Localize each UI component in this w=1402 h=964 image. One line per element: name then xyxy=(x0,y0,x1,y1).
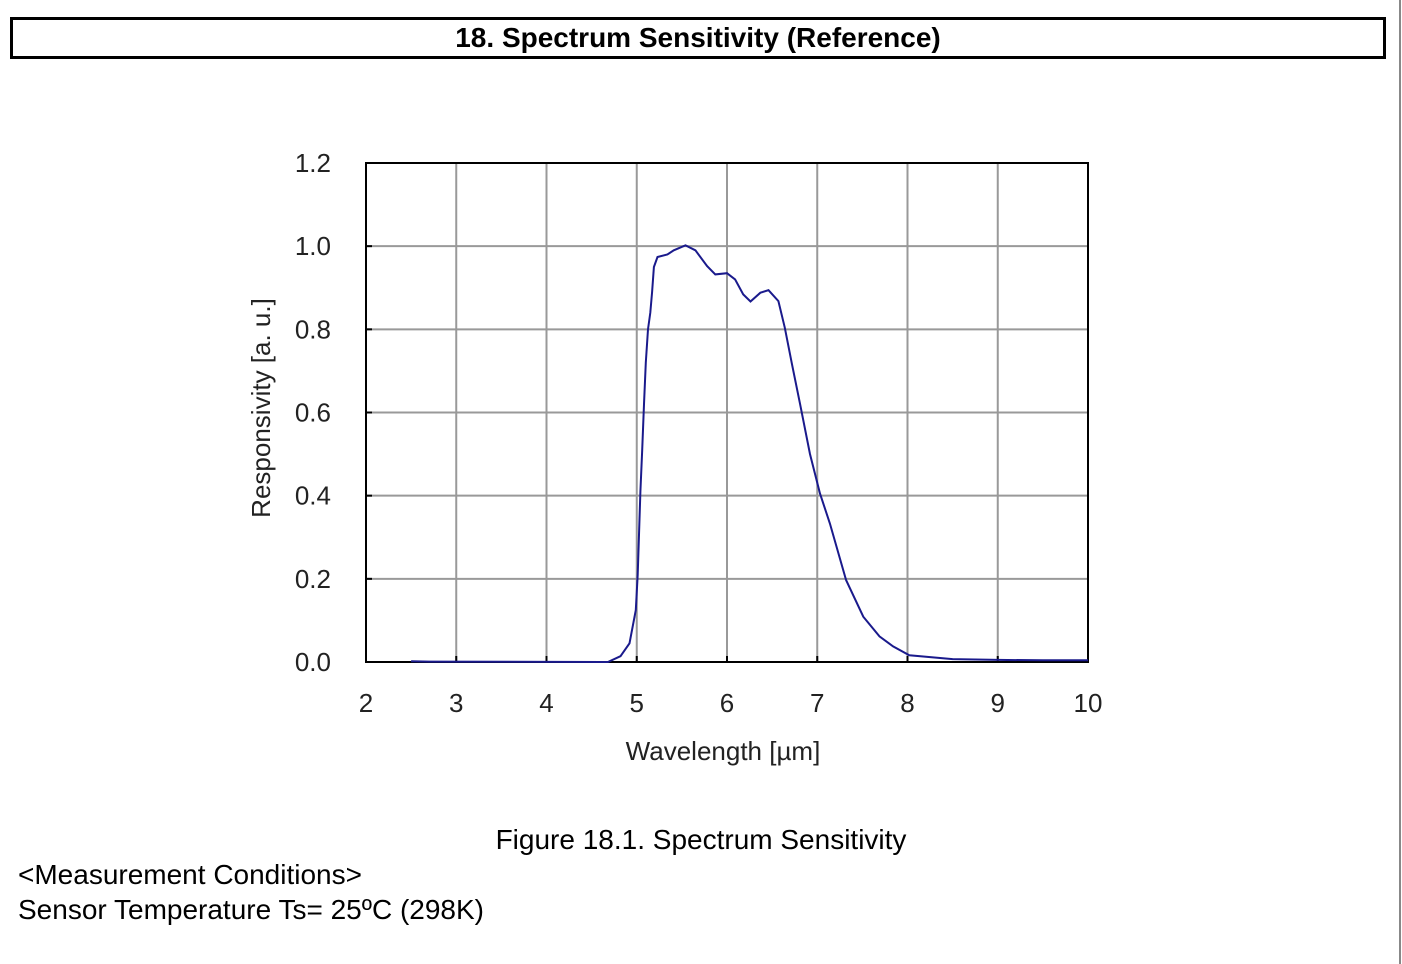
y-tick-label: 1.2 xyxy=(295,148,331,178)
x-tick-label: 3 xyxy=(449,688,463,718)
y-tick-label: 0.0 xyxy=(295,647,331,677)
y-tick-label: 0.2 xyxy=(295,564,331,594)
x-tick-label: 7 xyxy=(810,688,824,718)
figure-caption: Figure 18.1. Spectrum Sensitivity xyxy=(495,824,907,855)
section-title: 18. Spectrum Sensitivity (Reference) xyxy=(10,17,1386,59)
x-tick-label: 5 xyxy=(630,688,644,718)
x-axis-label: Wavelength [µm] xyxy=(626,736,821,766)
x-tick-label: 9 xyxy=(991,688,1005,718)
y-tick-label: 0.8 xyxy=(295,314,331,344)
y-tick-label: 1.0 xyxy=(295,231,331,261)
x-tick-label: 10 xyxy=(1074,688,1103,718)
series-line xyxy=(411,244,1088,663)
x-tick-label: 2 xyxy=(359,688,373,718)
x-tick-label: 4 xyxy=(539,688,553,718)
page-border xyxy=(1399,0,1401,964)
y-tick-label: 0.6 xyxy=(295,398,331,428)
conditions-heading: <Measurement Conditions> xyxy=(18,859,362,890)
conditions-temperature: Sensor Temperature Ts= 25ºC (298K) xyxy=(18,894,484,925)
y-axis-label: Responsivity [a. u.] xyxy=(246,298,276,518)
x-tick-label: 6 xyxy=(720,688,734,718)
y-tick-label: 0.4 xyxy=(295,481,331,511)
x-tick-label: 8 xyxy=(900,688,914,718)
